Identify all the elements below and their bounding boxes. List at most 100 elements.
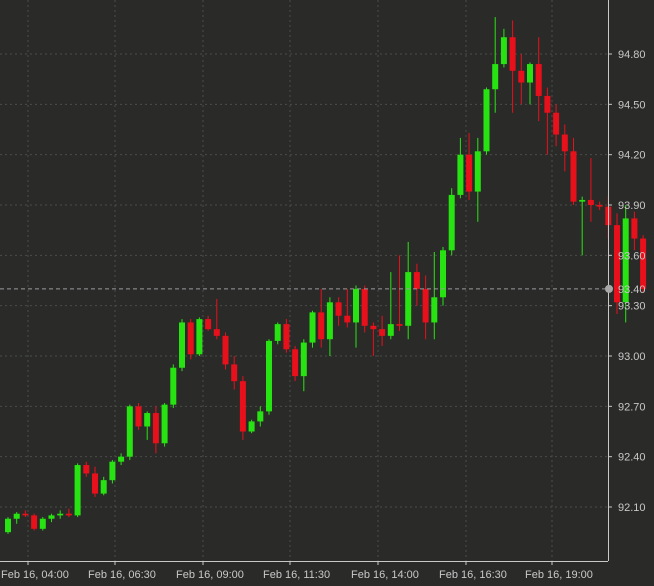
candle [22,510,29,518]
candle-body [39,518,46,529]
candle-body [466,154,473,192]
candle [596,201,603,211]
candle [318,288,325,348]
candle-body [48,515,55,519]
y-tick-label: 94.80 [618,49,646,61]
candle-body [474,151,481,192]
candle-body [561,134,568,152]
current-price-line: 93.40 [0,284,646,296]
candle [187,319,194,360]
candle [196,317,203,356]
candle-body [622,218,629,303]
candle-body [492,64,499,90]
candle-body [283,324,290,350]
candle-body [126,406,133,457]
candle [100,476,107,496]
candle [379,315,386,346]
candle-body [65,513,72,516]
candle-body [57,513,64,516]
candle [118,453,125,466]
candle [179,319,185,372]
candle [222,332,229,370]
candle-body [5,518,11,533]
candle [161,402,168,447]
candle-body [405,272,412,326]
candle-body [361,288,368,326]
candle-body [83,465,90,474]
candle-body [257,411,264,422]
y-tick-label: 93.30 [618,301,646,313]
candle [535,37,542,122]
candle-body [274,324,281,341]
candle [509,20,516,113]
candle-body [92,473,98,494]
candle-body [31,515,38,529]
candle [57,510,64,519]
candle [257,406,264,427]
candle-body [300,342,307,377]
candle-body [205,319,212,330]
candle [266,339,272,415]
candle [65,508,72,518]
candle-body [596,205,603,207]
candle [274,322,281,345]
candle-body [457,154,464,195]
candle-body [309,312,316,343]
candle-body [431,297,438,323]
candle-body [518,70,525,83]
candle [92,466,98,497]
candle-body [135,406,142,427]
candle [326,297,333,356]
candle [561,124,568,172]
candle-body [422,288,429,323]
y-tick-label: 92.70 [618,401,646,413]
candle-body [118,456,125,462]
candle [579,196,586,256]
candle [48,513,55,523]
candle [144,411,151,440]
candle [500,28,507,68]
candle-body [231,364,238,382]
candle [527,62,533,105]
y-tick-label: 94.50 [618,99,646,111]
candle [457,137,464,199]
candle-body [370,325,377,330]
candle-body [579,199,586,202]
candle [370,322,377,356]
candle-body [614,225,620,303]
candle [344,288,351,328]
candle [109,460,116,484]
candle-body [152,413,159,444]
candle [640,235,647,293]
candle-body [318,312,325,340]
candles [5,17,647,534]
candle [126,404,133,461]
candle [31,513,38,531]
candle-body [448,194,455,251]
candle [544,87,551,155]
current-price-marker [605,284,613,293]
y-tick-label: 93.00 [618,351,646,363]
axes [0,0,612,565]
y-tick-label: 94.20 [618,150,646,162]
axis-labels: 92.10 92.40 92.70 93.00 93.30 93.60 93.90 94.20… [1,49,646,581]
candle [239,376,246,440]
candle [13,512,20,524]
x-tick-label: Feb 16, 16:30 [439,569,507,581]
candle-body [326,302,333,340]
y-tick-label: 92.40 [618,452,646,464]
candle [466,132,473,200]
candle-body [483,89,490,152]
candle [422,275,429,340]
candle-body [570,151,577,202]
y-tick-label: 93.60 [618,250,646,262]
candle-body [22,513,29,516]
candle-body [109,461,116,481]
candle-body [292,349,299,377]
candle-body [74,465,81,516]
candle [39,517,46,531]
x-tick-label: Feb 16, 19:00 [525,569,593,581]
candle [483,87,490,155]
candle [361,285,368,333]
